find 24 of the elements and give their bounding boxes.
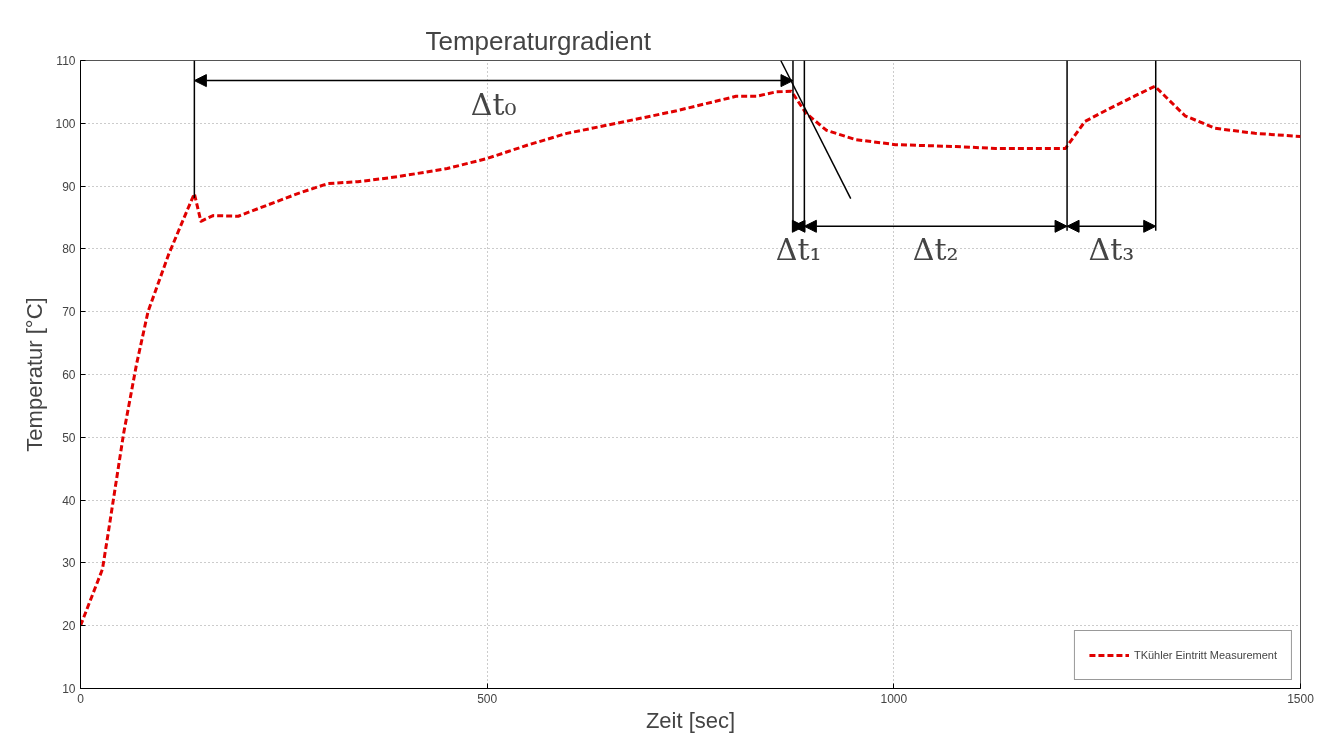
y-tick-label: 40 [62, 493, 76, 508]
y-axis-title: Temperatur [°C] [22, 297, 48, 452]
y-tick-label: 80 [62, 242, 76, 257]
y-tick-label: 90 [62, 179, 76, 194]
text: Temperaturgradient [425, 25, 652, 56]
x-tick-label: 1000 [880, 691, 908, 706]
annotation: Δt₂ [912, 232, 959, 268]
y-tick-label: 60 [62, 368, 76, 382]
y-tick-label: 100 [55, 116, 76, 131]
annotation: Δt₃ [1088, 232, 1135, 268]
y-tick-label: 20 [62, 619, 76, 634]
x-axis-title: Zeit [sec] [645, 707, 736, 733]
x-tick-label: 500 [477, 691, 498, 706]
y-tick-label: 110 [56, 54, 76, 68]
x-tick-label: 0 [77, 691, 85, 706]
y-tick-label: 70 [62, 305, 76, 320]
y-tick-label: 10 [62, 682, 76, 696]
line-series [80, 84, 1301, 628]
legend-label: TKühler Eintritt Measurement [1133, 649, 1277, 661]
y-tick-label: 50 [62, 430, 76, 445]
y-tick-label: 30 [62, 556, 76, 571]
x-tick-label: 1500 [1287, 691, 1315, 706]
annotation: Δt₀ [470, 86, 517, 122]
annotation: Δt₁ [775, 232, 822, 268]
